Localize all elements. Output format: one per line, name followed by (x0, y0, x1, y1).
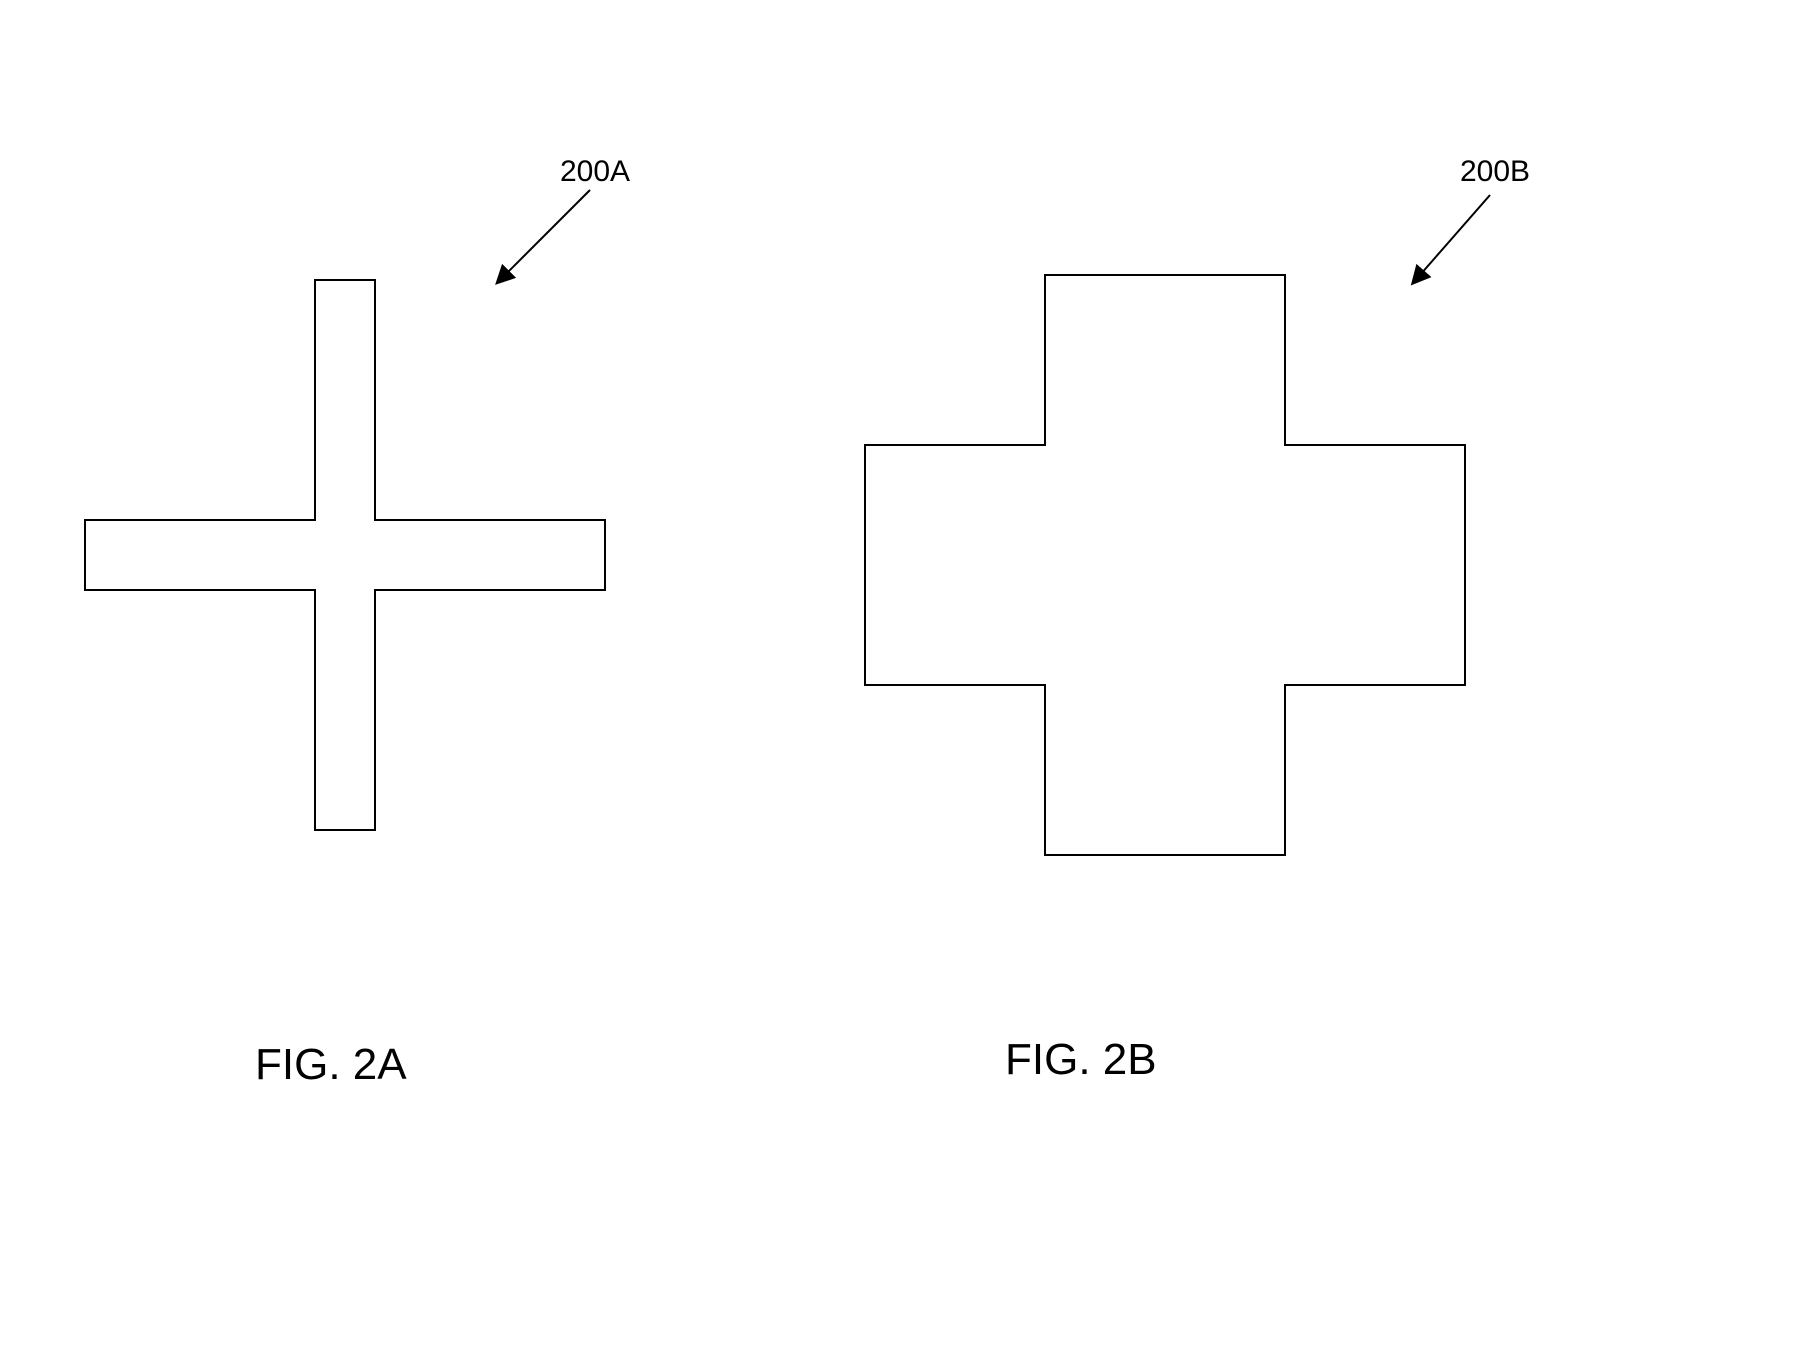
cross-shape-b (865, 275, 1465, 855)
figure-b-svg (0, 0, 1815, 1364)
reference-label-b: 200B (1460, 155, 1530, 189)
reference-arrow-b (1420, 195, 1490, 275)
figure-caption-b: FIG. 2B (1005, 1035, 1157, 1085)
